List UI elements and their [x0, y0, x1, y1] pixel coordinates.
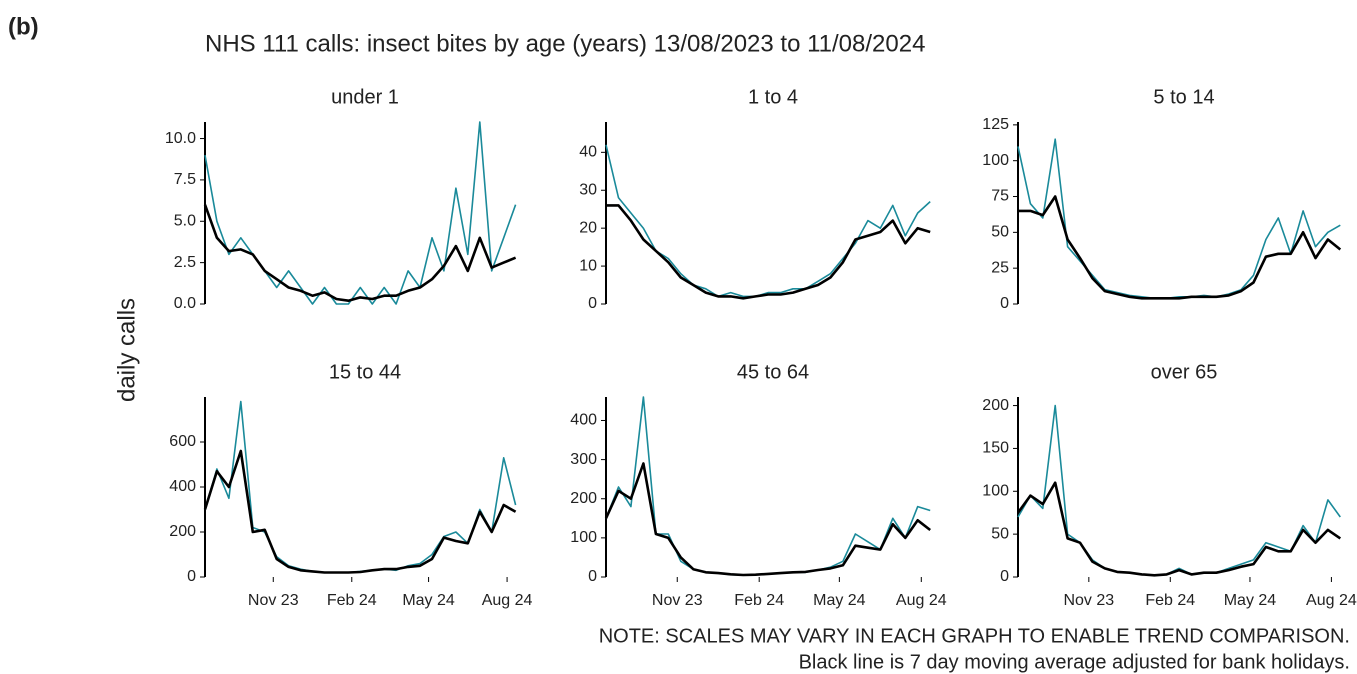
y-tick-label: 200: [169, 523, 196, 540]
daily-line: [605, 144, 931, 298]
x-tick-label: May 24: [402, 592, 455, 609]
figure-title: NHS 111 calls: insect bites by age (year…: [205, 30, 925, 57]
x-tick-label: May 24: [813, 592, 866, 609]
y-tick-label: 300: [570, 451, 597, 468]
daily-line: [204, 400, 517, 574]
moving-average-line: [203, 204, 517, 302]
y-tick-label: 600: [169, 433, 196, 450]
y-tick-label: 75: [991, 188, 1009, 205]
y-tick-label: 0: [1000, 295, 1009, 312]
y-tick-label: 20: [579, 219, 597, 236]
note: Black line is 7 day moving average adjus…: [799, 651, 1350, 673]
moving-average-line: [1018, 195, 1342, 300]
y-tick-label: 100: [982, 483, 1009, 500]
y-tick-label: 0: [1000, 568, 1009, 585]
y-tick-label: 400: [169, 478, 196, 495]
panel-title: 5 to 14: [1153, 86, 1214, 108]
x-tick-label: May 24: [1224, 592, 1277, 609]
y-tick-label: 2.5: [174, 254, 196, 271]
moving-average-line: [604, 462, 931, 577]
moving-average-line: [203, 449, 517, 574]
x-tick-label: Nov 23: [248, 592, 299, 609]
y-tick-label: 0.0: [174, 295, 196, 312]
y-tick-label: 50: [991, 525, 1009, 542]
y-tick-label: 200: [570, 490, 597, 507]
panel-title: 1 to 4: [748, 86, 798, 108]
y-tick-label: 400: [570, 412, 597, 429]
y-tick-label: 0: [588, 568, 597, 585]
y-tick-label: 40: [579, 144, 597, 161]
y-tick-label: 7.5: [174, 171, 196, 188]
x-tick-label: Feb 24: [1145, 592, 1195, 609]
y-tick-label: 25: [991, 259, 1009, 276]
daily-line: [1017, 404, 1341, 577]
note: NOTE: SCALES MAY VARY IN EACH GRAPH TO E…: [599, 625, 1350, 647]
y-tick-label: 200: [982, 397, 1009, 414]
y-tick-label: 100: [570, 529, 597, 546]
moving-average-line: [1016, 481, 1342, 577]
panel-title: over 65: [1151, 361, 1218, 383]
y-tick-label: 125: [982, 116, 1009, 133]
y-tick-label: 0: [187, 568, 196, 585]
panel-title: 15 to 44: [329, 361, 401, 383]
daily-line: [204, 121, 517, 305]
x-tick-label: Nov 23: [1063, 592, 1114, 609]
y-tick-label: 100: [982, 152, 1009, 169]
y-tick-label: 10: [579, 257, 597, 274]
y-tick-label: 150: [982, 440, 1009, 457]
x-tick-label: Feb 24: [734, 592, 784, 609]
x-tick-label: Nov 23: [652, 592, 703, 609]
y-axis-label: daily calls: [113, 298, 140, 402]
panel-title: 45 to 64: [737, 361, 809, 383]
y-tick-label: 5.0: [174, 212, 196, 229]
x-tick-label: Feb 24: [327, 592, 377, 609]
y-tick-label: 50: [991, 224, 1009, 241]
y-tick-label: 10.0: [165, 130, 196, 147]
y-tick-label: 0: [588, 295, 597, 312]
x-tick-label: Aug 24: [1306, 592, 1357, 609]
moving-average-line: [606, 204, 931, 300]
panel-title: under 1: [331, 86, 399, 108]
x-tick-label: Aug 24: [482, 592, 533, 609]
x-tick-label: Aug 24: [896, 592, 947, 609]
panel-label: (b): [8, 13, 39, 40]
y-tick-label: 30: [579, 181, 597, 198]
daily-line: [1017, 138, 1341, 300]
